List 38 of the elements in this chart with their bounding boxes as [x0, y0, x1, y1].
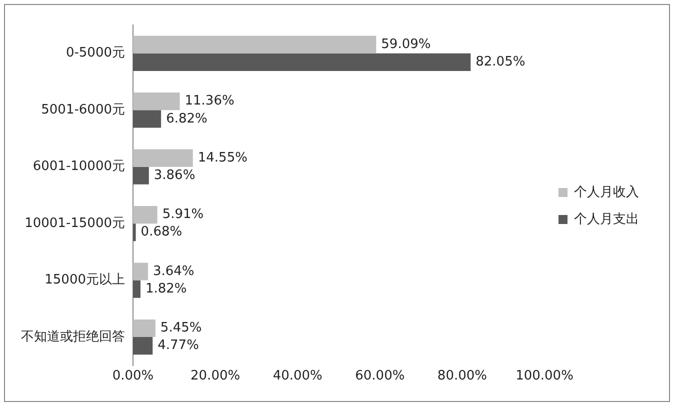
- y-tick-label: 10001-15000元: [24, 216, 125, 231]
- bar: [133, 110, 162, 128]
- x-tick-label: 0.00%: [112, 368, 154, 384]
- data-label: 1.82%: [145, 281, 187, 296]
- data-label: 3.86%: [154, 168, 196, 183]
- data-label: 59.09%: [381, 36, 431, 52]
- bar: [133, 149, 193, 167]
- bar: [133, 224, 136, 242]
- data-label: 3.64%: [152, 264, 194, 279]
- y-tick-label: 5001-6000元: [41, 102, 125, 118]
- data-label: 11.36%: [184, 94, 234, 109]
- x-tick-label: 60.00%: [355, 368, 405, 384]
- legend-label: 个人月收入: [574, 184, 639, 200]
- data-label: 5.45%: [160, 320, 202, 336]
- data-label: 14.55%: [198, 150, 248, 166]
- bar: [133, 92, 180, 110]
- bar: [133, 206, 158, 224]
- data-label: 4.77%: [158, 338, 199, 354]
- x-tick-label: 100.00%: [516, 368, 574, 384]
- data-label: 0.68%: [140, 224, 182, 240]
- data-label: 82.05%: [476, 54, 526, 70]
- data-label: 5.91%: [162, 207, 204, 222]
- x-tick-label: 80.00%: [437, 368, 487, 384]
- y-tick-label: 0-5000元: [66, 46, 125, 61]
- x-tick-label: 20.00%: [190, 368, 240, 384]
- bar: [133, 319, 156, 338]
- y-tick-label: 不知道或拒绝回答: [21, 329, 125, 344]
- data-label: 6.82%: [166, 111, 208, 126]
- y-tick-label: 15000元以上: [44, 272, 125, 288]
- bar: [133, 337, 153, 355]
- bar: [133, 166, 149, 184]
- legend-label: 个人月支出: [574, 212, 639, 227]
- bar: [133, 53, 471, 71]
- y-tick-label: 6001-10000元: [32, 159, 125, 174]
- bar: [133, 280, 140, 298]
- bar: [133, 262, 148, 280]
- bar: [133, 36, 376, 54]
- x-tick-label: 40.00%: [272, 368, 322, 384]
